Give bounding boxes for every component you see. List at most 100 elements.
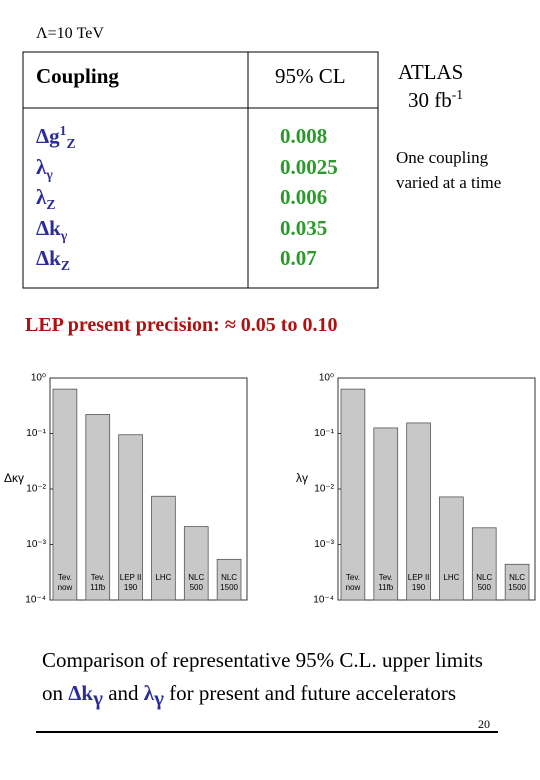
limit: 0.006 (280, 185, 328, 209)
bar (504, 563, 530, 601)
coupling: λZ (36, 185, 55, 212)
category-label: NLC 1500 (508, 573, 526, 592)
coupling: Δkγ (36, 215, 67, 242)
luminosity-exponent: -1 (451, 87, 464, 102)
category-label: Tev. 11fb (378, 573, 394, 592)
coupling-base: λ (36, 154, 47, 179)
coupling-base: λ (36, 185, 47, 209)
bar (439, 496, 464, 601)
column-header: 95% CL (275, 64, 346, 88)
category-line: 11fb (378, 583, 394, 592)
y-tick-label: 10⁻² (26, 484, 46, 495)
caption: Comparison of representative 95% C.L. up… (42, 644, 502, 709)
coupling: ΔkZ (36, 246, 70, 273)
bar (373, 427, 399, 601)
bar (85, 414, 111, 601)
y-tick-label: 10⁻² (314, 484, 334, 495)
caption-symbol: λ (143, 680, 155, 705)
plot-frame (49, 377, 248, 601)
category-line: LEP II (408, 573, 430, 582)
table-border (22, 51, 379, 289)
category-line: NLC (188, 573, 204, 582)
category-line: NLC (509, 573, 525, 582)
category-line: 190 (124, 583, 138, 592)
page-number: 20 (478, 717, 490, 731)
category-label: LHC (155, 573, 171, 582)
caption-text: Comparison of representative 95% C.L. up… (42, 648, 483, 705)
limit: 0.0025 (280, 154, 338, 179)
category-line: LHC (443, 573, 459, 582)
coupling-sub: Z (60, 258, 70, 274)
category-line: 500 (190, 583, 204, 592)
category-label: NLC 500 (188, 573, 204, 592)
y-tick-label: 10⁻⁴ (313, 595, 334, 606)
y-tick-label: 10⁰ (31, 373, 46, 384)
luminosity-text: 30 fb (408, 88, 452, 112)
bar (118, 434, 143, 601)
coupling-sub: Z (66, 136, 76, 152)
category-label: LHC (443, 573, 459, 582)
bar (340, 388, 366, 601)
category-label: LEP II 190 (408, 573, 430, 592)
y-tick-label: 10⁻¹ (26, 428, 46, 439)
category-label: LEP II 190 (120, 573, 142, 592)
category-label: NLC 500 (476, 573, 492, 592)
category-line: NLC (476, 573, 492, 582)
bar (52, 388, 78, 601)
y-tick-label: 10⁻³ (26, 539, 46, 550)
category-label: NLC 1500 (220, 573, 238, 592)
lep-note: LEP present precision: ≈ 0.05 to 0.10 (25, 314, 338, 336)
coupling-base: Δk (36, 215, 61, 240)
experiment: ATLAS (398, 60, 464, 84)
coupling-sup: 1 (59, 123, 67, 138)
coupling-base: Δg (36, 124, 60, 148)
category-line: Tev. (91, 573, 105, 582)
y-tick-label: 10⁻³ (314, 539, 334, 550)
category-line: Tev. (379, 573, 393, 582)
category-line: 1500 (220, 583, 238, 592)
column-header: Coupling (36, 64, 119, 88)
category-line: LEP II (120, 573, 142, 582)
category-label: Tev. now (346, 573, 361, 592)
category-line: Tev. (58, 573, 72, 582)
coupling-base: Δk (36, 246, 61, 270)
caption-symbol-sub: γ (93, 685, 103, 710)
caption-text: for present and future accelerators (163, 680, 457, 705)
y-tick-label: 10⁻¹ (314, 428, 334, 439)
caption-text: and (102, 680, 144, 705)
coupling-sub: γ (46, 166, 53, 182)
note: One coupling varied at a time (396, 148, 502, 192)
y-tick-label: 10⁰ (319, 373, 334, 384)
limit: 0.008 (280, 124, 328, 148)
coupling: Δg1Z (36, 123, 76, 151)
category-line: 11fb (90, 583, 106, 592)
category-line: 1500 (508, 583, 526, 592)
coupling-sub: Z (46, 197, 56, 213)
coupling-sub: γ (60, 227, 68, 243)
category-line: 190 (412, 583, 426, 592)
category-line: now (58, 583, 73, 592)
y-tick-label: 10⁻⁴ (25, 595, 46, 606)
bar (406, 422, 431, 601)
limit: 0.07 (280, 246, 317, 270)
title: Λ=10 TeV (36, 25, 104, 42)
category-line: now (346, 583, 361, 592)
bar (151, 495, 176, 601)
category-label: Tev. 11fb (90, 573, 106, 592)
bar (216, 558, 242, 601)
bar (471, 527, 497, 601)
caption-symbol-sub: γ (154, 685, 164, 710)
category-line: Tev. (346, 573, 360, 582)
caption-symbol: Δk (68, 680, 94, 705)
plot-frame (337, 377, 536, 601)
limit: 0.035 (280, 215, 328, 240)
coupling: λγ (36, 154, 53, 181)
category-line: 500 (478, 583, 492, 592)
luminosity: 30 fb-1 (408, 87, 464, 112)
bar (183, 526, 209, 601)
category-line: NLC (221, 573, 237, 582)
category-label: Tev. now (58, 573, 73, 592)
